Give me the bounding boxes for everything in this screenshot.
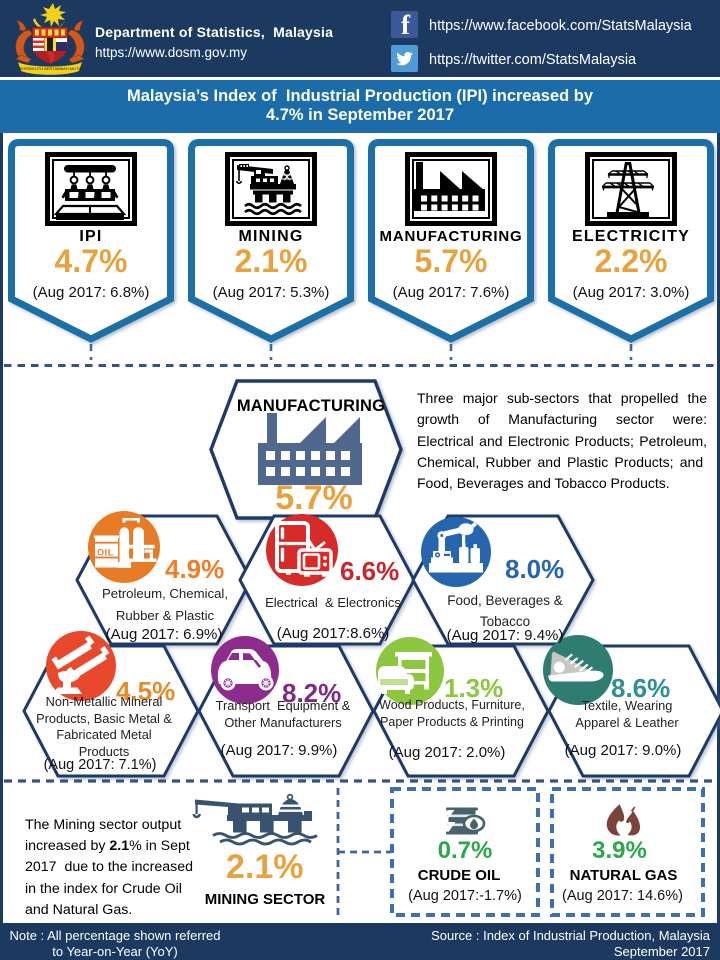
svg-text:BERSEKUTU BERTAMBAH MUTU: BERSEKUTU BERTAMBAH MUTU: [19, 66, 82, 71]
svg-text:OIL: OIL: [97, 548, 114, 558]
